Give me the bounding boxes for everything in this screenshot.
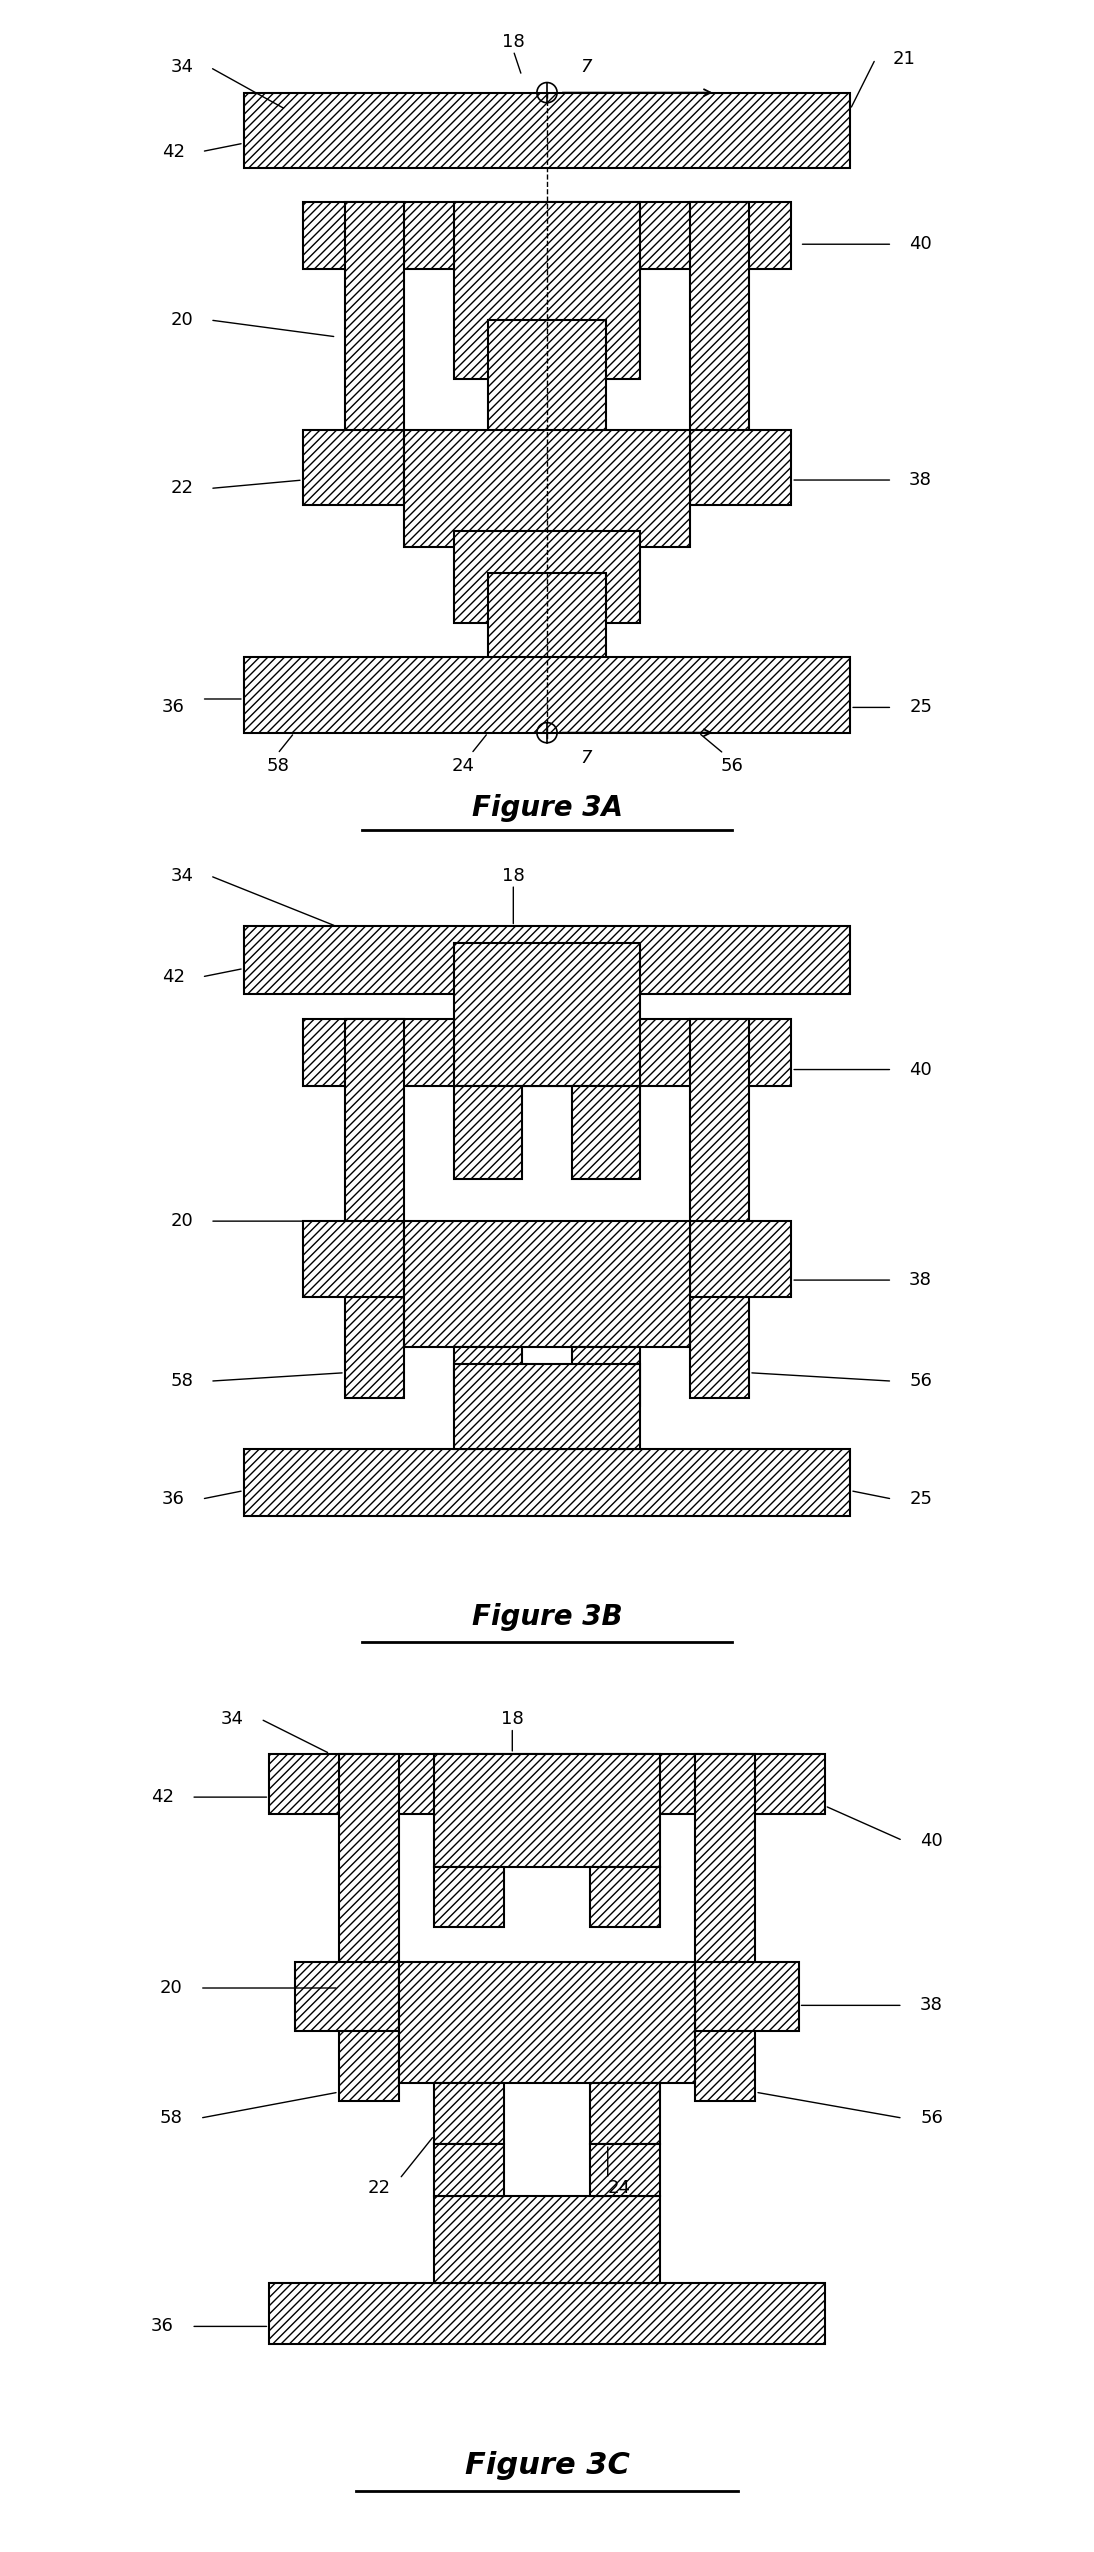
Bar xyxy=(269,1753,825,1814)
Text: 58: 58 xyxy=(266,758,289,776)
Bar xyxy=(572,1347,640,1406)
Bar xyxy=(454,1347,522,1406)
Bar xyxy=(454,1365,640,1450)
Bar xyxy=(488,319,606,439)
Text: 22: 22 xyxy=(171,480,194,498)
Bar xyxy=(244,1450,850,1516)
Text: 25: 25 xyxy=(909,699,932,717)
Bar xyxy=(690,1220,791,1296)
Bar xyxy=(690,429,791,505)
Bar xyxy=(303,1220,404,1296)
Text: 38: 38 xyxy=(909,472,932,490)
Text: 56: 56 xyxy=(920,2108,943,2128)
Bar xyxy=(303,1018,791,1087)
Text: 42: 42 xyxy=(162,967,185,985)
Text: 38: 38 xyxy=(909,1271,932,1289)
Bar xyxy=(454,1087,522,1179)
Bar xyxy=(434,1866,503,1927)
Bar xyxy=(303,429,404,505)
Text: 7: 7 xyxy=(581,59,592,77)
Bar xyxy=(690,202,749,487)
Bar xyxy=(434,2144,503,2197)
Text: 21: 21 xyxy=(893,51,916,69)
Bar xyxy=(454,202,640,378)
Text: 36: 36 xyxy=(162,1490,185,1508)
Bar xyxy=(295,1962,399,2031)
Bar xyxy=(399,1962,695,2082)
Bar xyxy=(591,1866,660,1927)
Text: 38: 38 xyxy=(920,1996,943,2014)
Bar xyxy=(434,2082,503,2144)
Text: 34: 34 xyxy=(171,59,194,77)
Text: 20: 20 xyxy=(171,311,194,329)
Bar xyxy=(404,429,690,549)
Text: 40: 40 xyxy=(920,1832,943,1850)
Bar xyxy=(345,202,404,487)
Bar xyxy=(303,202,791,271)
Bar xyxy=(591,2082,660,2144)
Text: 18: 18 xyxy=(502,868,525,886)
Text: 34: 34 xyxy=(220,1710,243,1728)
Bar xyxy=(269,2284,825,2343)
Bar xyxy=(244,926,850,993)
Bar xyxy=(454,944,640,1087)
Bar xyxy=(244,92,850,168)
Text: 36: 36 xyxy=(162,699,185,717)
Bar xyxy=(591,2144,660,2197)
Text: 34: 34 xyxy=(171,868,194,886)
Bar xyxy=(434,2197,660,2284)
Text: 58: 58 xyxy=(160,2108,183,2128)
Text: 40: 40 xyxy=(909,235,932,253)
Text: 42: 42 xyxy=(162,143,185,161)
Bar xyxy=(244,656,850,732)
Text: 56: 56 xyxy=(721,758,744,776)
Bar xyxy=(695,1962,799,2031)
Bar xyxy=(434,1753,660,1866)
Bar xyxy=(572,1087,640,1179)
Text: 25: 25 xyxy=(909,1490,932,1508)
Bar xyxy=(488,572,606,666)
Text: 24: 24 xyxy=(608,2179,631,2197)
Text: 18: 18 xyxy=(501,1710,524,1728)
Text: 20: 20 xyxy=(160,1978,183,1998)
Text: 20: 20 xyxy=(171,1212,194,1230)
Text: Figure 3A: Figure 3A xyxy=(472,794,622,822)
Bar xyxy=(404,1220,690,1347)
Text: 40: 40 xyxy=(909,1062,932,1079)
Bar xyxy=(339,1753,399,2100)
Text: 42: 42 xyxy=(151,1789,174,1807)
Bar xyxy=(690,1018,749,1398)
Bar xyxy=(345,1018,404,1398)
Text: 56: 56 xyxy=(909,1373,932,1391)
Text: 24: 24 xyxy=(452,758,475,776)
Bar xyxy=(454,531,640,623)
Text: 7: 7 xyxy=(581,748,592,768)
Text: 36: 36 xyxy=(151,2317,174,2335)
Text: 22: 22 xyxy=(368,2179,391,2197)
Text: Figure 3C: Figure 3C xyxy=(465,2450,629,2481)
Text: 18: 18 xyxy=(502,33,525,51)
Bar xyxy=(695,1753,755,2100)
Text: Figure 3B: Figure 3B xyxy=(472,1603,622,1631)
Text: 58: 58 xyxy=(171,1373,194,1391)
